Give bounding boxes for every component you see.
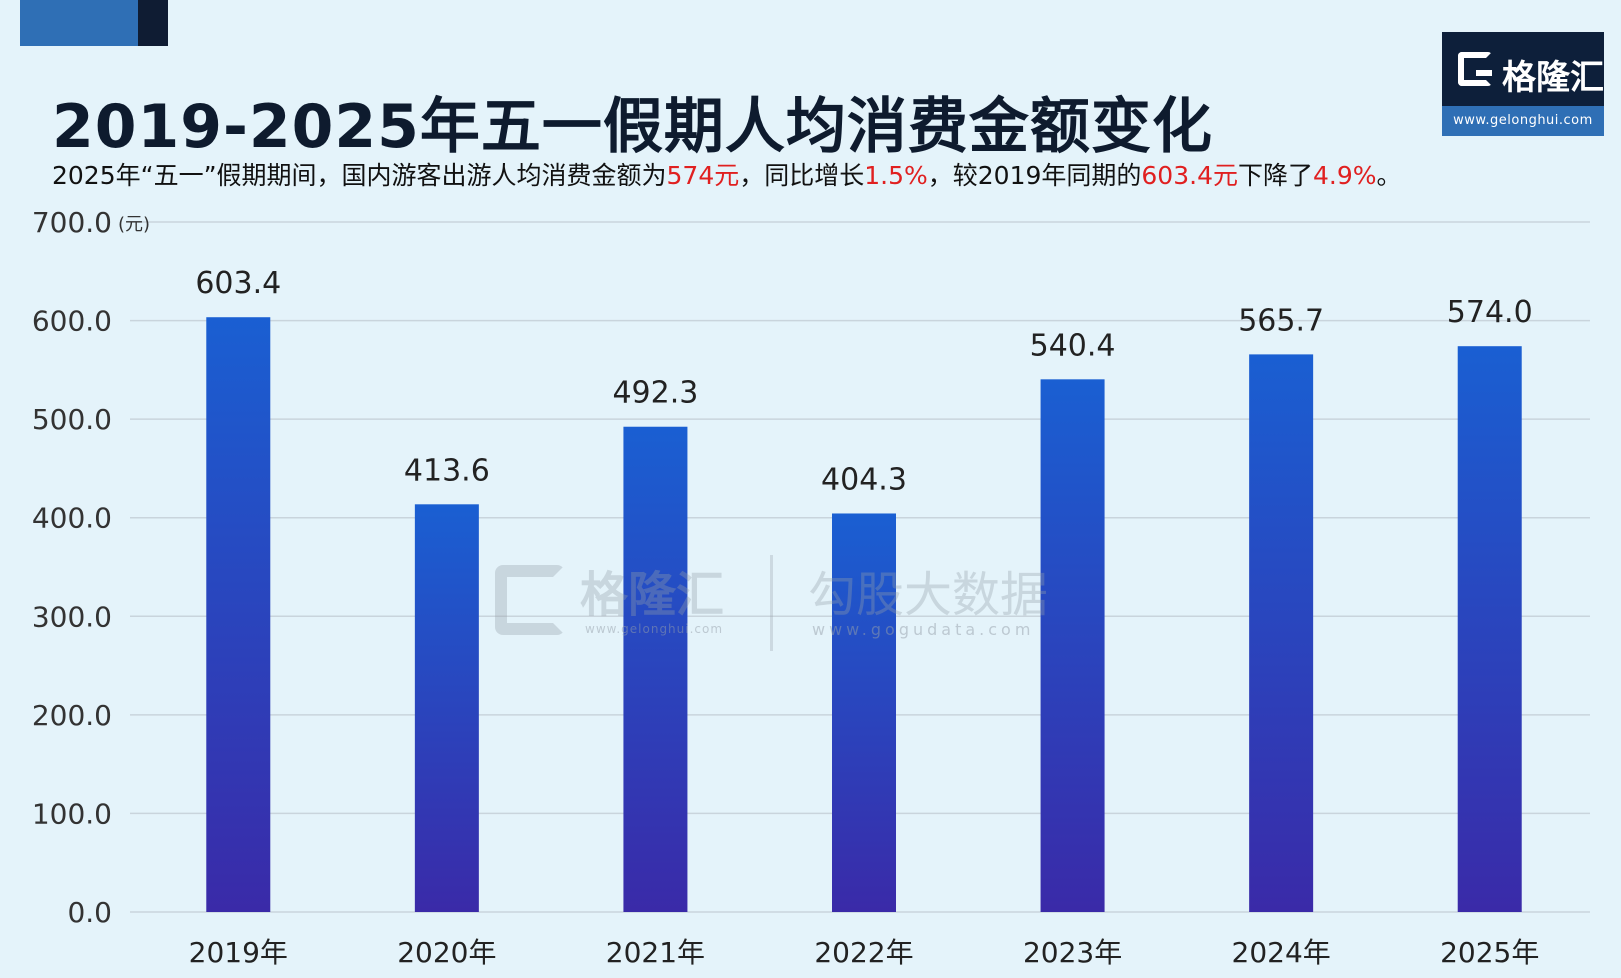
bar [414,504,479,912]
bar [1457,346,1522,912]
subtitle-text: 下降了 [1237,161,1313,190]
bar [623,426,688,912]
x-tick-label: 2021年 [606,936,705,969]
y-axis-unit-label: (元) [118,214,150,235]
bar-value-label: 492.3 [612,376,698,411]
watermark-brand: 格隆汇 [580,567,725,623]
brand-logo: 格隆汇 www.gelonghui.com [1442,32,1604,136]
y-tick-label: 700.0 [32,206,112,239]
watermark-brand2: 勾股大数据 [808,567,1049,623]
y-tick-label: 200.0 [32,699,112,732]
bar [206,317,271,913]
y-tick-label: 400.0 [32,502,112,535]
y-tick-label: 600.0 [32,305,112,338]
subtitle-text: 。 [1376,161,1402,190]
x-tick-label: 2022年 [814,936,913,969]
bar-value-label: 565.7 [1238,303,1324,338]
y-tick-label: 500.0 [32,403,112,436]
bar [1040,379,1105,912]
y-tick-label: 100.0 [32,797,112,830]
x-tick-label: 2019年 [189,936,288,969]
y-tick-label: 0.0 [67,896,112,929]
x-tick-label: 2025年 [1440,936,1539,969]
bar-value-label: 540.4 [1030,328,1116,363]
bar [832,513,896,912]
subtitle-highlight: 1.5% [864,161,928,190]
bar-value-label: 574.0 [1447,295,1533,330]
top-accent-bar [20,0,138,46]
watermark-brand2-url: www.gogudata.com [812,620,1035,639]
bar-value-label: 413.6 [404,453,490,488]
bar [1249,354,1314,912]
watermark-brand-url: www.gelonghui.com [585,622,724,636]
watermark-separator [770,555,773,651]
subtitle-text: ，同比增长 [739,161,865,190]
chart-title: 2019-2025年五一假期人均消费金额变化 [52,92,1213,162]
x-tick-label: 2023年 [1023,936,1122,969]
y-tick-label: 300.0 [32,600,112,633]
logo-name: 格隆汇 [1502,58,1604,98]
logo-url: www.gelonghui.com [1442,106,1604,136]
bar-value-label: 404.3 [821,462,907,497]
watermark-g-icon [495,565,565,635]
subtitle-text: 2025年“五一”假期期间，国内游客出游人均消费金额为 [52,161,667,190]
x-tick-label: 2024年 [1232,936,1331,969]
subtitle-highlight: 4.9% [1313,161,1377,190]
bar-value-label: 603.4 [195,266,281,301]
logo-g-icon [1458,52,1492,86]
x-tick-label: 2020年 [397,936,496,969]
top-accent-bar-dark [138,0,168,46]
chart-subtitle: 2025年“五一”假期期间，国内游客出游人均消费金额为574元，同比增长1.5%… [52,156,1402,192]
subtitle-highlight: 603.4元 [1141,161,1238,190]
subtitle-text: ，较2019年同期的 [927,161,1142,190]
subtitle-highlight: 574元 [666,161,740,190]
